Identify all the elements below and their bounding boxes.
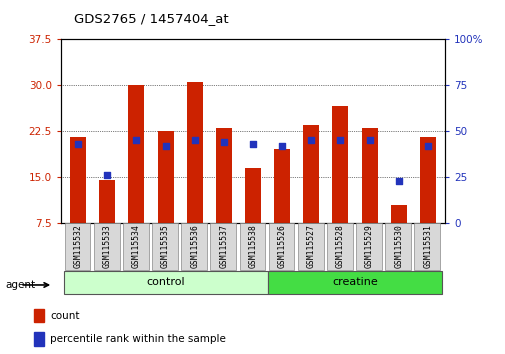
Point [394,178,402,183]
Text: percentile rank within the sample: percentile rank within the sample [50,334,226,344]
Point [161,143,169,149]
Text: GSM115530: GSM115530 [393,224,402,268]
Bar [356,223,381,270]
Bar [414,223,439,270]
Text: GSM115534: GSM115534 [132,224,141,268]
Point [248,141,257,147]
Point [365,137,373,143]
Bar [302,125,319,223]
Bar [239,223,265,270]
Bar [181,223,207,270]
Bar [70,137,86,223]
Bar [99,180,115,223]
Text: GSM115535: GSM115535 [161,224,170,268]
Bar [297,223,323,270]
Text: GSM115527: GSM115527 [306,224,315,268]
Point [74,141,82,147]
Point [423,143,431,149]
Text: GSM115533: GSM115533 [103,224,112,268]
Bar [123,223,148,270]
Point [132,137,140,143]
Bar [361,128,377,223]
Bar [152,223,177,270]
Text: GSM115528: GSM115528 [335,224,344,268]
Point [103,172,111,178]
Text: GSM115537: GSM115537 [219,224,228,268]
Text: control: control [146,277,184,287]
Bar [65,223,90,270]
Text: GSM115531: GSM115531 [423,224,431,268]
Text: GSM115529: GSM115529 [364,224,373,268]
Text: agent: agent [5,280,35,290]
Point [219,139,227,145]
Bar [128,85,144,223]
Point [190,137,198,143]
Bar [268,223,294,270]
Bar [216,128,231,223]
Point [307,137,315,143]
Text: GSM115538: GSM115538 [248,224,257,268]
Text: GSM115536: GSM115536 [190,224,199,268]
Bar [384,223,410,270]
Text: GSM115532: GSM115532 [74,224,82,268]
Bar [274,149,289,223]
Bar [34,309,44,322]
Text: creatine: creatine [331,277,377,287]
Bar [326,223,352,270]
Bar [419,137,435,223]
Bar [186,82,203,223]
Bar [157,131,173,223]
Bar [210,223,236,270]
Bar [34,332,44,346]
Text: count: count [50,310,80,321]
Bar [64,272,267,294]
Bar [332,107,348,223]
Bar [390,205,406,223]
Text: GSM115526: GSM115526 [277,224,286,268]
Text: GDS2765 / 1457404_at: GDS2765 / 1457404_at [74,12,229,25]
Bar [94,223,119,270]
Point [278,143,286,149]
Bar [267,272,441,294]
Bar [244,168,261,223]
Point [336,137,344,143]
